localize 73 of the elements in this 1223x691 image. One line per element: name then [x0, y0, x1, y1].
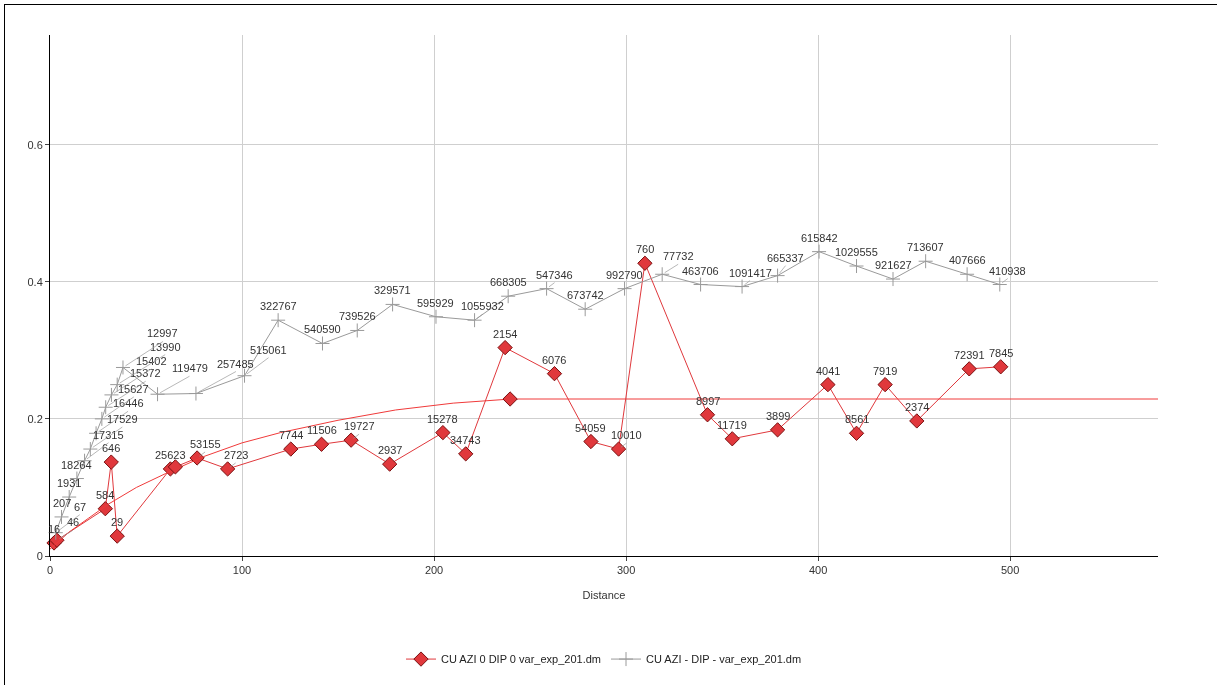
annotation: 77732	[663, 250, 694, 262]
annotation: 410938	[989, 265, 1026, 277]
annotation: 992790	[606, 269, 643, 281]
annotation: 7919	[873, 365, 898, 377]
annotation: 665337	[767, 252, 804, 264]
y-tick-label: 0.4	[27, 275, 43, 288]
annotation: 67	[74, 501, 87, 513]
annotation: 2374	[905, 401, 930, 413]
x-tick-label: 300	[616, 564, 636, 577]
annotation: 46	[67, 516, 80, 528]
annotation: 2723	[224, 449, 249, 461]
legend-label: CU AZI 0 DIP 0 var_exp_201.dm	[441, 653, 601, 666]
annotation: 8561	[845, 413, 870, 425]
annotation: 119479	[172, 362, 208, 374]
annotation: 540590	[304, 323, 341, 335]
annotation: 7845	[989, 347, 1014, 359]
annotation: 17315	[93, 429, 124, 441]
annotation: 7744	[279, 429, 304, 441]
annotation: 673742	[567, 289, 604, 301]
annotation: 16446	[113, 397, 144, 409]
annotation: 11506	[307, 424, 337, 436]
annotation: 6076	[542, 354, 567, 366]
annotation: 207	[53, 497, 72, 509]
annotation: 4041	[816, 365, 841, 377]
annotation: 2937	[378, 444, 403, 456]
annotation: 19727	[344, 420, 375, 432]
y-tick-label: 0	[36, 549, 43, 562]
x-tick-label: 400	[808, 564, 828, 577]
annotation: 322767	[260, 300, 297, 312]
annotation: 921627	[875, 259, 912, 271]
y-tick-label: 0.2	[27, 412, 43, 425]
x-tick-label: 0	[46, 564, 54, 577]
annotation: 668305	[490, 276, 527, 288]
annotation: 713607	[907, 241, 944, 253]
annotation: 3899	[766, 410, 791, 422]
annotation: 1029555	[835, 246, 878, 258]
annotation: 15278	[427, 413, 458, 425]
annotation: 12997	[147, 327, 178, 339]
annotation: 25623	[155, 449, 186, 461]
annotation: 257485	[217, 358, 254, 370]
y-tick-label: 0.6	[27, 138, 43, 151]
x-tick-label: 200	[424, 564, 444, 577]
x-tick-label: 100	[232, 564, 252, 577]
annotation: 760	[636, 243, 655, 255]
annotation: 8997	[696, 395, 721, 407]
annotation: 739526	[339, 310, 376, 322]
annotation: 407666	[949, 254, 986, 266]
annotation: 463706	[682, 265, 719, 277]
annotation: 17529	[107, 413, 138, 425]
annotation: 54059	[575, 422, 606, 434]
annotation: 515061	[250, 344, 287, 356]
annotation: 1055932	[461, 300, 504, 312]
annotation: 547346	[536, 269, 573, 281]
annotation: 15372	[130, 367, 161, 379]
annotation: 595929	[417, 297, 454, 309]
x-tick-label: 500	[1000, 564, 1020, 577]
annotation: 584	[96, 489, 115, 501]
annotation: 329571	[374, 284, 411, 296]
annotation: 11719	[717, 419, 747, 431]
legend-label: CU AZI - DIP - var_exp_201.dm	[646, 653, 802, 666]
annotation: 53155	[190, 438, 221, 450]
annotation: 2154	[493, 328, 518, 340]
x-axis-title: Distance	[582, 589, 626, 601]
annotation: 13990	[150, 341, 181, 353]
annotation: 15402	[136, 355, 167, 367]
annotation: 1091417	[729, 267, 772, 279]
annotation: 18264	[61, 459, 92, 471]
annotation: 72391	[954, 349, 985, 361]
annotation: 29	[111, 516, 124, 528]
annotation: 615842	[801, 232, 838, 244]
annotation: 646	[102, 442, 121, 454]
annotation: 1931	[57, 477, 82, 489]
annotation: 15627	[118, 383, 149, 395]
